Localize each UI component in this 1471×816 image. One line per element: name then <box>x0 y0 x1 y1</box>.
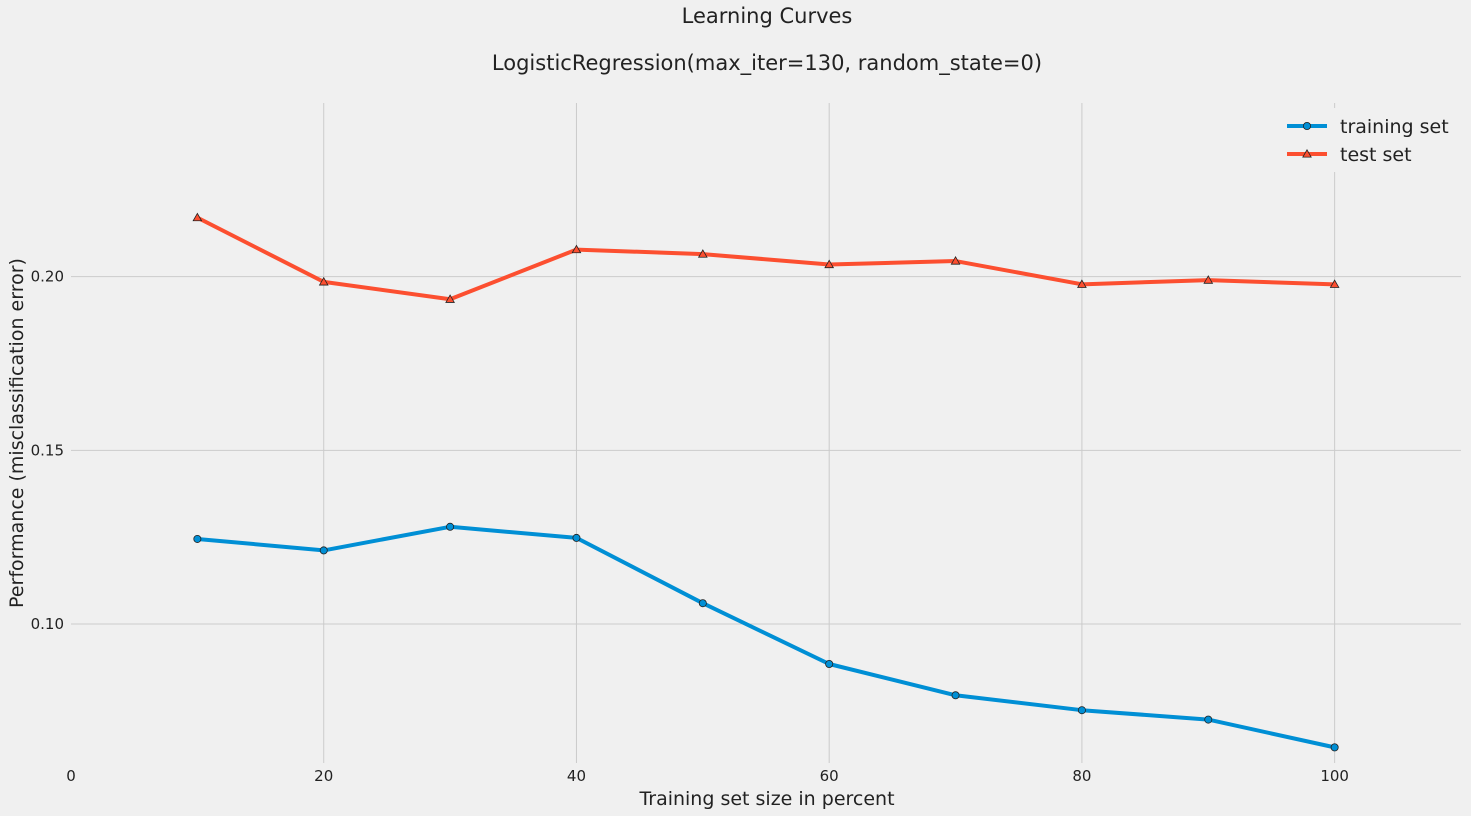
data-point-test-set <box>950 256 961 265</box>
series-line-test-set <box>196 215 1335 302</box>
chart-suptitle: Learning Curves <box>682 4 853 28</box>
data-point-training-set <box>572 533 581 542</box>
legend-label: test set <box>1340 144 1412 166</box>
data-point-test-set <box>192 212 203 222</box>
y-ticks: 0.10 0.15 0.20 <box>31 268 64 633</box>
data-point-test-set <box>1203 275 1214 284</box>
x-tick-label: 60 <box>820 767 839 785</box>
data-point-training-set <box>951 691 960 700</box>
data-point-test-set <box>445 294 455 303</box>
data-point-training-set <box>698 599 707 608</box>
x-tick-label: 20 <box>314 767 333 785</box>
data-point-training-set <box>446 522 455 531</box>
grid <box>71 103 1461 763</box>
data-point-training-set <box>319 546 328 555</box>
series-test-set <box>192 212 1340 303</box>
series-training-set <box>193 522 1339 752</box>
data-point-training-set <box>193 534 202 543</box>
data-point-test-set <box>571 244 582 254</box>
legend-item-test-set: test set <box>1287 144 1412 166</box>
x-tick-label: 80 <box>1072 767 1091 785</box>
legend-marker <box>1302 148 1312 158</box>
legend-marker <box>1303 122 1312 131</box>
data-point-test-set <box>1329 279 1340 288</box>
x-tick-label: 40 <box>567 767 586 785</box>
data-point-training-set <box>1204 715 1213 724</box>
x-tick-label: 100 <box>1320 767 1349 785</box>
data-point-training-set <box>1330 743 1339 752</box>
data-point-test-set <box>1077 279 1087 288</box>
data-point-test-set <box>318 276 329 286</box>
y-tick-label: 0.15 <box>31 441 64 459</box>
data-point-training-set <box>825 660 834 669</box>
data-point-test-set <box>824 259 835 269</box>
data-point-test-set <box>697 249 708 258</box>
y-axis-label: Performance (misclassification error) <box>6 258 28 608</box>
legend-label: training set <box>1340 116 1449 138</box>
series-line-training-set <box>197 524 1336 750</box>
legend-box <box>1270 108 1450 172</box>
series <box>192 212 1340 752</box>
legend-item-training-set: training set <box>1287 116 1449 138</box>
data-point-training-set <box>1077 706 1086 715</box>
legend: training set test set <box>1270 108 1450 172</box>
x-axis-label: Training set size in percent <box>638 788 894 810</box>
chart-title: LogisticRegression(max_iter=130, random_… <box>492 51 1042 76</box>
x-tick-label: 0 <box>66 767 76 785</box>
x-ticks: 0 20 40 60 80 100 <box>66 767 1349 785</box>
y-tick-label: 0.10 <box>31 615 64 633</box>
y-tick-label: 0.20 <box>31 268 64 286</box>
